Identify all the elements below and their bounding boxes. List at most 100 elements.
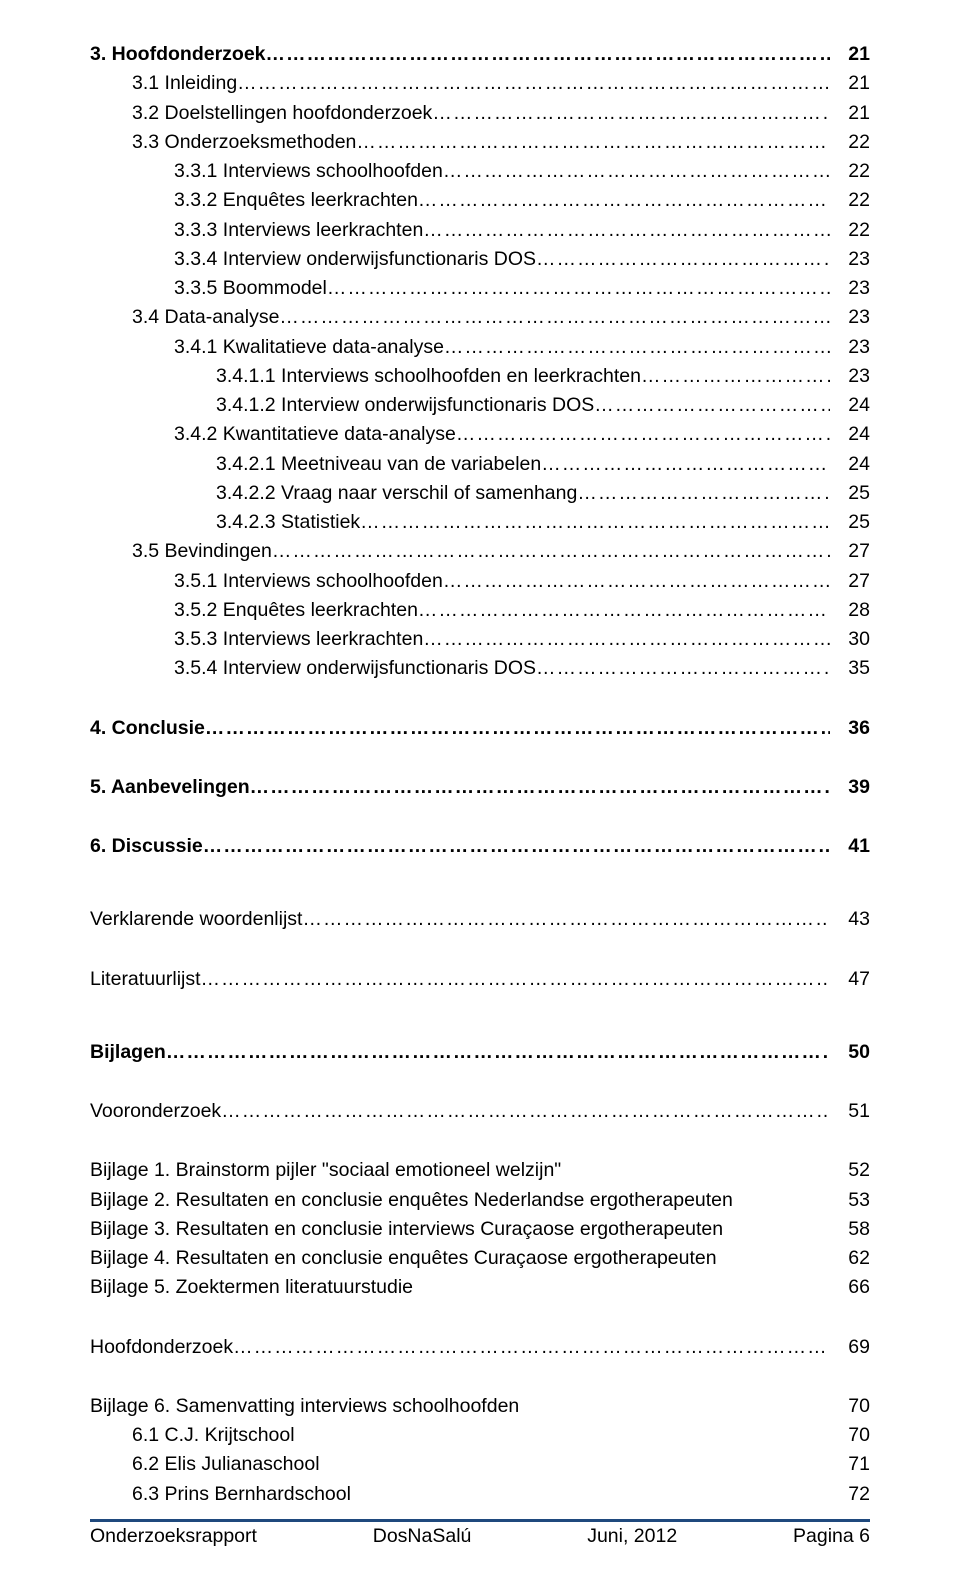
toc-entry: Verklarende woordenlijst…………………………………………… (90, 905, 870, 934)
toc-leader-dots: …………………………………………………………………………………………………………… (418, 596, 830, 625)
toc-leader-dots: …………………………………………………………………………………………………………… (233, 1333, 830, 1362)
toc-entry: Bijlage 5. Zoektermen literatuurstudie……… (90, 1273, 870, 1302)
toc-entry: Bijlage 3. Resultaten en conclusie inter… (90, 1215, 870, 1244)
toc-gap (90, 1303, 870, 1333)
toc-entry: Bijlage 4. Resultaten en conclusie enquê… (90, 1244, 870, 1273)
toc-label: Bijlage 3. Resultaten en conclusie inter… (90, 1215, 723, 1244)
footer-center: DosNaSalú (373, 1522, 472, 1551)
toc-leader-dots: …………………………………………………………………………………………………………… (541, 450, 830, 479)
toc-label: Bijlage 1. Brainstorm pijler "sociaal em… (90, 1156, 561, 1185)
toc-entry: 3.4.2 Kwantitatieve data-analyse……………………… (90, 420, 870, 449)
toc-page-number: 39 (830, 773, 870, 802)
toc-leader-dots: …………………………………………………………………………………………………………… (250, 773, 830, 802)
toc-entry: Vooronderzoek………………………………………………………………………… (90, 1097, 870, 1126)
toc-leader-dots: …………………………………………………………………………………………………………… (444, 333, 830, 362)
toc-gap (90, 994, 870, 1038)
toc-leader-dots: …………………………………………………………………………………………………………… (327, 274, 830, 303)
toc-label: 3. Hoofdonderzoek (90, 40, 266, 69)
toc-label: 3.4.2.2 Vraag naar verschil of samenhang (216, 479, 577, 508)
toc-label: 3.3.4 Interview onderwijsfunctionaris DO… (174, 245, 536, 274)
toc-gap (90, 1126, 870, 1156)
toc-entry: 3.4.1.2 Interview onderwijsfunctionaris … (90, 391, 870, 420)
toc-page-number: 23 (830, 303, 870, 332)
toc-label: Hoofdonderzoek (90, 1333, 233, 1362)
toc-leader-dots: …………………………………………………………………………………………………………… (266, 40, 830, 69)
toc-leader-dots: …………………………………………………………………………………………………………… (443, 567, 830, 596)
toc-label: Bijlage 6. Samenvatting interviews schoo… (90, 1392, 519, 1421)
footer-right-page: Pagina 6 (793, 1522, 870, 1551)
toc-page-number: 21 (830, 99, 870, 128)
toc-leader-dots: …………………………………………………………………………………………………………… (201, 965, 830, 994)
toc-gap (90, 861, 870, 905)
toc-label: 3.4.1 Kwalitatieve data-analyse (174, 333, 444, 362)
toc-entry: 5. Aanbevelingen………………………………………………………………… (90, 773, 870, 802)
toc-page-number: 30 (830, 625, 870, 654)
toc-label: Bijlage 2. Resultaten en conclusie enquê… (90, 1186, 733, 1215)
toc-label: 6. Discussie (90, 832, 203, 861)
toc-label: Literatuurlijst (90, 965, 201, 994)
toc-page-number: 43 (830, 905, 870, 934)
toc-entry: 3.3 Onderzoeksmethoden………………………………………………… (90, 128, 870, 157)
toc-entry: 3.3.3 Interviews leerkrachten……………………………… (90, 216, 870, 245)
toc-leader-dots: …………………………………………………………………………………………………………… (203, 832, 830, 861)
toc-leader-dots: …………………………………………………………………………………………………………… (432, 99, 830, 128)
toc-label: 6.2 Elis Julianaschool (132, 1450, 320, 1479)
toc-leader-dots: …………………………………………………………………………………………………………… (423, 216, 830, 245)
toc-page-number: 25 (830, 479, 870, 508)
toc-page-number: 70 (830, 1421, 870, 1450)
toc-page-number: 23 (830, 274, 870, 303)
toc-label: Bijlage 5. Zoektermen literatuurstudie (90, 1273, 413, 1302)
toc-entry: 4. Conclusie…………………………………………………………………………… (90, 714, 870, 743)
toc-entry: Bijlagen……………………………………………………………………………………… (90, 1038, 870, 1067)
toc-entry: Bijlage 6. Samenvatting interviews schoo… (90, 1392, 870, 1421)
toc-page-number: 66 (830, 1273, 870, 1302)
toc-leader-dots: …………………………………………………………………………………………………………… (360, 508, 830, 537)
toc-leader-dots: …………………………………………………………………………………………………………… (272, 537, 830, 566)
toc-leader-dots: …………………………………………………………………………………………………………… (423, 625, 830, 654)
toc-entry: 3.4.1.1 Interviews schoolhoofden en leer… (90, 362, 870, 391)
toc-page-number: 69 (830, 1333, 870, 1362)
toc-entry: 3.3.2 Enquêtes leerkrachten…………………………………… (90, 186, 870, 215)
toc-label: 3.3.5 Boommodel (174, 274, 327, 303)
toc-page-number: 71 (830, 1450, 870, 1479)
toc-gap (90, 1362, 870, 1392)
toc-gap (90, 802, 870, 832)
toc-label: 3.4.2.1 Meetniveau van de variabelen (216, 450, 541, 479)
toc-label: 3.5.1 Interviews schoolhoofden (174, 567, 443, 596)
toc-gap (90, 743, 870, 773)
toc-label: 3.4.1.1 Interviews schoolhoofden en leer… (216, 362, 641, 391)
toc-label: 3.5 Bevindingen (132, 537, 272, 566)
toc-label: Bijlagen (90, 1038, 166, 1067)
toc-label: 3.5.2 Enquêtes leerkrachten (174, 596, 418, 625)
toc-leader-dots: …………………………………………………………………………………………………………… (594, 391, 830, 420)
toc-page-number: 23 (830, 333, 870, 362)
toc-entry: 3.4.2.1 Meetniveau van de variabelen…………… (90, 450, 870, 479)
toc-page-number: 58 (830, 1215, 870, 1244)
toc-label: 3.3.1 Interviews schoolhoofden (174, 157, 443, 186)
toc-gap (90, 684, 870, 714)
toc-page-number: 24 (830, 450, 870, 479)
toc-label: Vooronderzoek (90, 1097, 221, 1126)
toc-label: 3.5.3 Interviews leerkrachten (174, 625, 423, 654)
toc-leader-dots: …………………………………………………………………………………………………………… (166, 1038, 830, 1067)
toc-page-number: 23 (830, 362, 870, 391)
toc-label: 3.2 Doelstellingen hoofdonderzoek (132, 99, 432, 128)
toc-page-number: 70 (830, 1392, 870, 1421)
toc-label: 3.4.1.2 Interview onderwijsfunctionaris … (216, 391, 594, 420)
toc-entry: 3.2 Doelstellingen hoofdonderzoek…………………… (90, 99, 870, 128)
toc-page-number: 36 (830, 714, 870, 743)
toc-entry: 3.5.4 Interview onderwijsfunctionaris DO… (90, 654, 870, 683)
toc-leader-dots: …………………………………………………………………………………………………………… (279, 303, 830, 332)
toc-entry: Bijlage 1. Brainstorm pijler "sociaal em… (90, 1156, 870, 1185)
toc-entry: 3.4 Data-analyse………………………………………………………………… (90, 303, 870, 332)
toc-entry: Bijlage 2. Resultaten en conclusie enquê… (90, 1186, 870, 1215)
toc-page-number: 53 (830, 1186, 870, 1215)
page-footer: Onderzoeksrapport DosNaSalú Juni, 2012 P… (90, 1511, 870, 1551)
toc-entry: 3.1 Inleiding………………………………………………………………………… (90, 69, 870, 98)
toc-leader-dots: …………………………………………………………………………………………………………… (443, 157, 830, 186)
toc-gap (90, 1067, 870, 1097)
table-of-contents: 3. Hoofdonderzoek……………………………………………………………… (90, 40, 870, 1509)
toc-label: 3.4.2.3 Statistiek (216, 508, 360, 537)
toc-leader-dots: …………………………………………………………………………………………………………… (536, 245, 830, 274)
toc-entry: 3.3.4 Interview onderwijsfunctionaris DO… (90, 245, 870, 274)
